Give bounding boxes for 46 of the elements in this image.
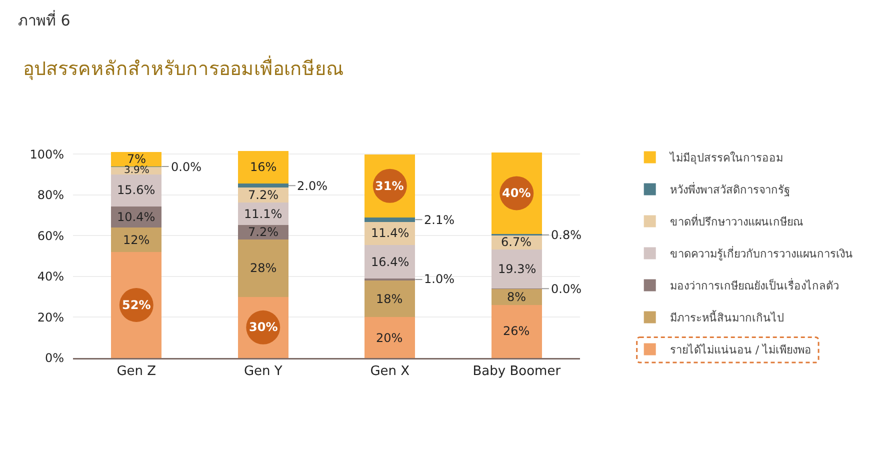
y-tick-label: 100% xyxy=(30,147,64,162)
x-tick-label: Gen Z xyxy=(116,364,156,380)
data-label: 7.2% xyxy=(248,225,278,239)
data-label: 0.8% xyxy=(551,228,582,242)
data-label: 28% xyxy=(250,261,277,275)
data-label: 2.0% xyxy=(297,179,328,193)
data-label: 0.0% xyxy=(551,282,582,296)
data-label: 11.1% xyxy=(244,207,282,221)
y-tick-label: 80% xyxy=(37,188,64,202)
data-label: 31% xyxy=(375,179,404,193)
y-tick-label: 40% xyxy=(37,270,64,284)
x-tick-label: Baby Boomer xyxy=(472,364,562,380)
data-label: 1.0% xyxy=(424,272,454,286)
data-label: 30% xyxy=(249,320,278,334)
legend-label: มองว่าการเกษียณยังเป็นเรื่องไกลตัว xyxy=(670,278,839,293)
legend-label: ไม่มีอุปสรรคในการออม xyxy=(668,152,783,165)
data-label: 40% xyxy=(502,186,531,200)
x-tick-label: Gen X xyxy=(370,364,410,380)
data-label: 2.1% xyxy=(424,213,454,227)
data-label: 16.4% xyxy=(371,255,410,269)
legend-label: ขาดความรู้เกี่ยวกับการวางแผนการเงิน xyxy=(670,246,853,261)
data-label: 10.4% xyxy=(117,210,156,224)
legend-label: ขาดที่ปรึกษาวางแผนเกษียณ xyxy=(670,214,803,229)
data-label: 8% xyxy=(507,290,526,304)
legend-label: รายได้ไม่แน่นอน / ไม่เพียงพอ xyxy=(670,344,812,357)
chart-subtitle: อุปสรรคหลักสำหรับการออมเพื่อเกษียณ xyxy=(23,55,344,81)
data-label: 11.4% xyxy=(371,226,410,240)
data-label: 18% xyxy=(376,292,403,306)
data-label: 7% xyxy=(127,152,146,166)
data-label: 7.2% xyxy=(248,188,278,202)
data-label: 0.0% xyxy=(171,160,202,174)
data-label: 52% xyxy=(122,298,151,312)
y-tick-label: 0% xyxy=(44,351,64,366)
x-tick-label: Gen Y xyxy=(244,364,282,380)
chart-title: ภาพที่ 6 xyxy=(18,9,70,30)
data-label: 16% xyxy=(250,160,277,174)
y-tick-label: 60% xyxy=(37,228,64,243)
data-label: 19.3% xyxy=(498,262,536,276)
y-tick-label: 20% xyxy=(37,310,64,324)
data-label: 6.7% xyxy=(501,235,532,249)
legend-label: หวังพึ่งพาสวัสดิการจากรัฐ xyxy=(670,182,790,197)
data-label: 15.6% xyxy=(117,183,156,197)
data-label: 20% xyxy=(376,331,403,345)
data-label: 12% xyxy=(123,233,150,247)
data-label: 26% xyxy=(503,324,530,338)
legend-label: มีภาระหนี้สินมากเกินไป xyxy=(670,310,784,325)
